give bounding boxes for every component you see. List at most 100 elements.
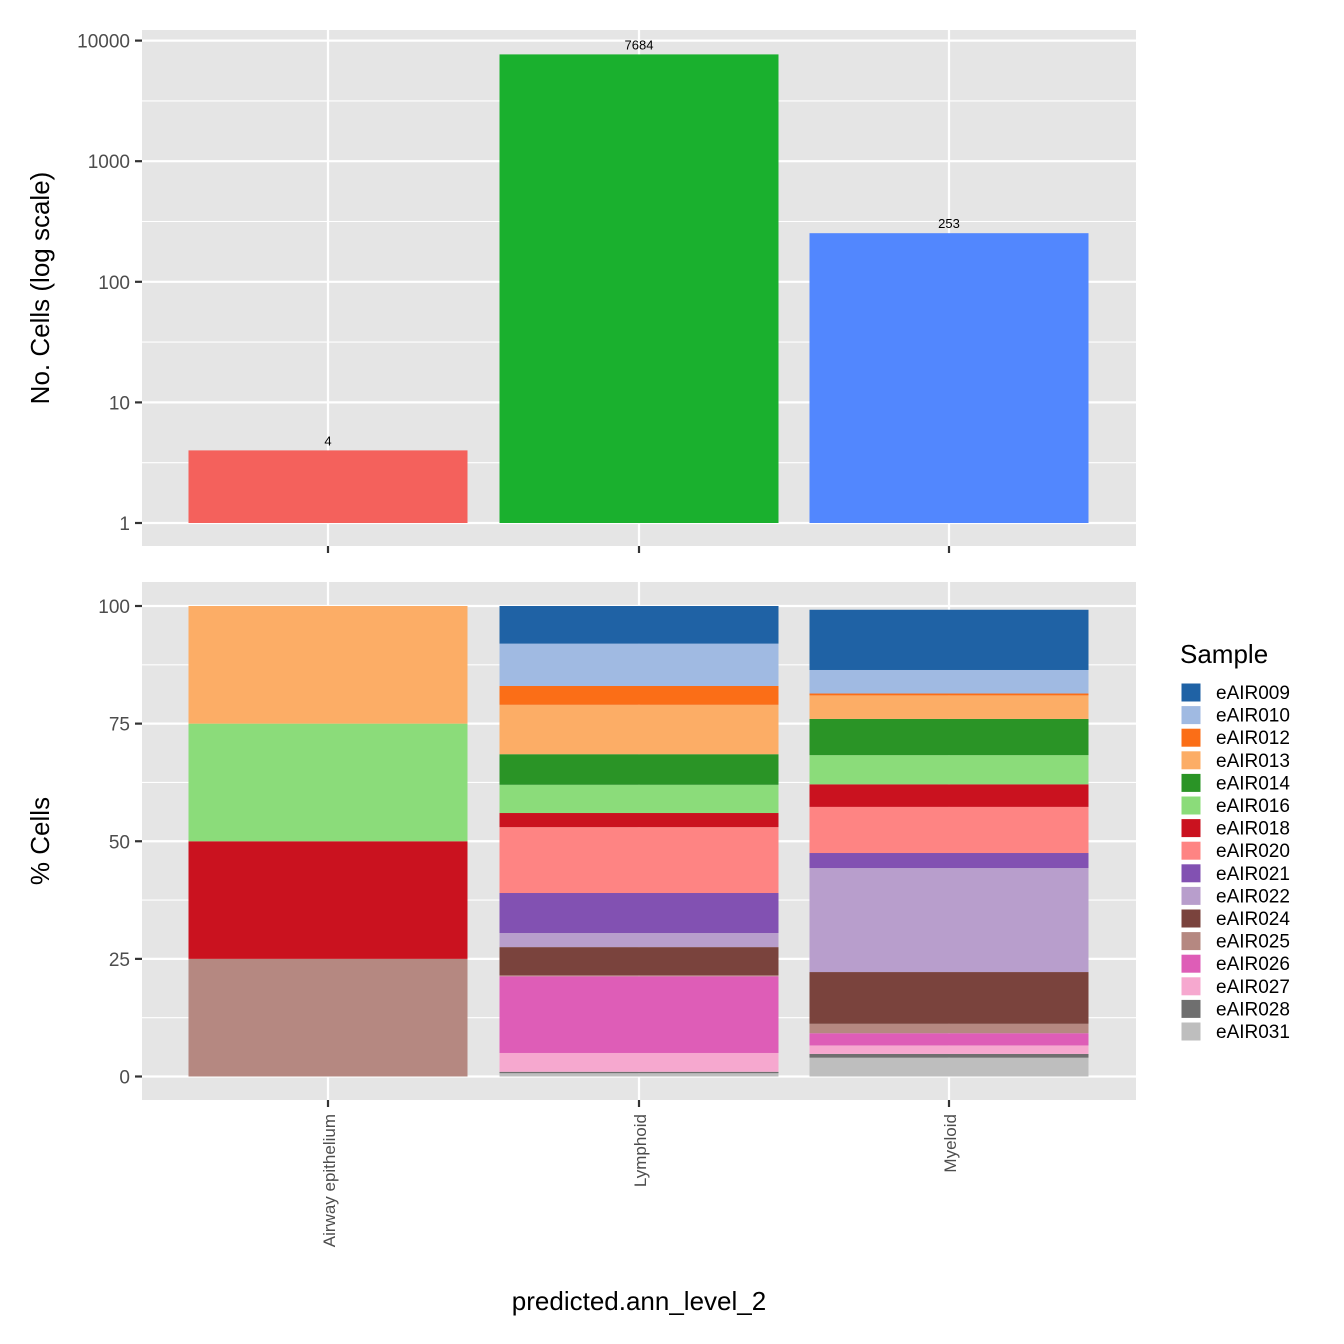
bottom-y-tick-label: 75: [109, 715, 130, 736]
legend-swatch: [1180, 908, 1202, 929]
stacked-bar-segment-eair021: [809, 853, 1089, 869]
stacked-bar-segment-eair016: [499, 784, 779, 814]
legend-swatch: [1180, 931, 1202, 952]
stacked-bar-segment-eair025: [188, 958, 468, 1077]
stacked-bar-segment-eair016: [188, 723, 468, 842]
legend-label: eAIR012: [1216, 728, 1290, 749]
top-y-tick-label: 1000: [88, 152, 130, 173]
legend-swatch: [1180, 953, 1202, 974]
x-tick-label: Myeloid: [941, 1114, 960, 1173]
legend-swatch: [1180, 885, 1202, 906]
bottom-y-axis-title: % Cells: [25, 797, 55, 885]
stacked-bar-segment-eair012: [499, 685, 779, 705]
legend-swatch: [1180, 727, 1202, 748]
legend-label: eAIR014: [1216, 773, 1290, 794]
stacked-bar-segment-eair020: [499, 827, 779, 894]
top-panel-bar-labels: 4 7684 253: [324, 37, 959, 448]
legend-label: eAIR013: [1216, 751, 1290, 772]
stacked-bar-segment-eair028: [499, 1071, 779, 1074]
top-panel-y-axis: 1 10 100 1000 10000: [77, 32, 142, 535]
legend-swatch: [1180, 772, 1202, 793]
top-y-tick-label: 10000: [77, 32, 130, 53]
stacked-bar-segment-eair010: [499, 643, 779, 686]
bottom-panel-stacked-bars: [188, 606, 1089, 1077]
stacked-bar-segment-eair009: [809, 609, 1089, 670]
stacked-bar-segment-eair013: [499, 704, 779, 755]
top-y-tick-label: 1: [119, 514, 130, 535]
stacked-bar-segment-eair021: [499, 893, 779, 933]
legend-label: eAIR031: [1216, 1022, 1290, 1043]
legend-label: eAIR027: [1216, 977, 1290, 998]
stacked-bar-segment-eair022: [809, 868, 1089, 973]
legend-swatch: [1180, 795, 1202, 816]
stacked-bar-segment-eair025: [499, 975, 779, 977]
stacked-bar-segment-eair027: [499, 1052, 779, 1072]
bottom-panel: 0 25 50 75 100 Airway epithelium Lymphoid Myel…: [98, 582, 1136, 1247]
legend-label: eAIR016: [1216, 796, 1290, 817]
legend-swatch: [1180, 682, 1202, 703]
stacked-bar-segment-eair016: [809, 755, 1089, 785]
bottom-panel-y-axis: 0 25 50 75 100: [98, 597, 142, 1089]
legend-label: eAIR025: [1216, 932, 1290, 953]
stacked-bar-segment-eair018: [809, 784, 1089, 807]
stacked-bar-segment-eair026: [809, 1033, 1089, 1046]
bottom-y-tick-label: 50: [109, 832, 130, 853]
stacked-bar-segment-eair031: [809, 1057, 1089, 1077]
stacked-bar-segment-eair024: [809, 972, 1089, 1024]
legend-swatch: [1180, 705, 1202, 726]
stacked-bar-segment-eair026: [499, 976, 779, 1053]
stacked-bar-segment-eair018: [499, 813, 779, 828]
legend-swatch: [1180, 1021, 1202, 1042]
legend-items: eAIR009eAIR010eAIR012eAIR013eAIR014eAIR0…: [1180, 682, 1290, 1043]
bottom-y-tick-label: 0: [119, 1068, 130, 1089]
stacked-bar-segment-eair014: [499, 754, 779, 785]
top-bar-value-label: 4: [324, 433, 331, 448]
legend-title: Sample: [1180, 639, 1268, 669]
legend-label: eAIR020: [1216, 841, 1290, 862]
stacked-bar-segment-eair010: [809, 669, 1089, 694]
top-y-tick-label: 10: [109, 393, 130, 414]
x-tick-label: Lymphoid: [631, 1114, 650, 1187]
bottom-y-tick-label: 100: [98, 597, 130, 618]
stacked-bar-segment-eair025: [809, 1023, 1089, 1034]
stacked-bar-segment-eair027: [809, 1045, 1089, 1054]
top-y-tick-label: 100: [98, 273, 130, 294]
top-y-axis-title: No. Cells (log scale): [25, 172, 55, 405]
stacked-bar-segment-eair022: [499, 932, 779, 948]
legend-swatch: [1180, 840, 1202, 861]
stacked-bar-segment-eair013: [188, 606, 468, 724]
bottom-panel-x-axis: Airway epithelium Lymphoid Myeloid: [320, 1100, 960, 1247]
stacked-bar-segment-eair028: [809, 1053, 1089, 1058]
legend-swatch: [1180, 750, 1202, 771]
legend-swatch: [1180, 976, 1202, 997]
top-bar: [499, 54, 779, 524]
legend-label: eAIR024: [1216, 909, 1290, 930]
legend-swatch: [1180, 818, 1202, 839]
stacked-bar-segment-eair020: [809, 806, 1089, 854]
x-tick-label: Airway epithelium: [320, 1114, 339, 1247]
legend-label: eAIR022: [1216, 886, 1290, 907]
legend-label: eAIR026: [1216, 954, 1290, 975]
stacked-bar-segment-eair012: [809, 693, 1089, 696]
stacked-bar-segment-eair018: [188, 841, 468, 959]
stacked-bar-segment-eair031: [499, 1073, 779, 1077]
legend-label: eAIR021: [1216, 864, 1290, 885]
stacked-bar-segment-eair013: [809, 695, 1089, 719]
stacked-bar-segment-eair014: [809, 718, 1089, 756]
top-panel: 4 7684 253 1 10 100 1000 10000: [77, 30, 1136, 553]
legend-label: eAIR028: [1216, 999, 1290, 1020]
legend-label: eAIR009: [1216, 683, 1290, 704]
stacked-bar-segment-eair024: [499, 947, 779, 976]
legend-label: eAIR018: [1216, 819, 1290, 840]
legend-label: eAIR010: [1216, 706, 1290, 727]
top-bar-value-label: 7684: [625, 37, 654, 52]
legend-swatch: [1180, 863, 1202, 884]
x-axis-title: predicted.ann_level_2: [512, 1286, 766, 1316]
legend: Sample eAIR009eAIR010eAIR012eAIR013eAIR0…: [1180, 639, 1290, 1043]
top-bar: [809, 233, 1089, 524]
top-bar-value-label: 253: [938, 216, 960, 231]
bottom-y-tick-label: 25: [109, 950, 130, 971]
top-panel-x-ticks: [326, 546, 951, 553]
top-panel-bars: [188, 54, 1089, 524]
